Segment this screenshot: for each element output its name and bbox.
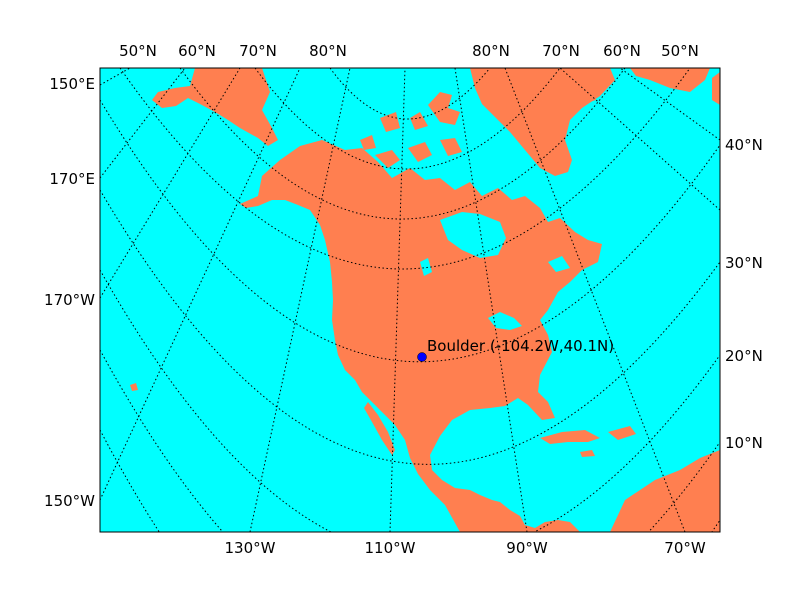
land-alaska <box>152 68 278 146</box>
land-baja <box>364 402 395 455</box>
top-label-3: 70°N <box>239 42 277 60</box>
land-arctic-island-4 <box>380 112 400 132</box>
right-label-1: 40°N <box>725 136 763 154</box>
top-label-2: 60°N <box>178 42 216 60</box>
right-label-3: 20°N <box>725 347 763 365</box>
bottom-label-2: 110°W <box>365 539 416 557</box>
meridian-110w <box>389 68 406 532</box>
top-label-6: 70°N <box>542 42 580 60</box>
meridian-170w <box>100 68 241 299</box>
top-label-7: 60°N <box>603 42 641 60</box>
lake-winnipeg <box>420 258 432 276</box>
parallel-10n <box>100 349 720 532</box>
left-label-1: 150°E <box>49 75 95 93</box>
meridian-30w <box>619 68 720 141</box>
land-arctic-island-2 <box>375 150 400 168</box>
top-label-5: 80°N <box>472 42 510 60</box>
parallel-80n <box>329 68 491 120</box>
meridian-130w <box>249 68 351 532</box>
graticule-meridians <box>100 68 720 532</box>
parallel-60n <box>179 68 626 220</box>
land-northeast-edge <box>712 72 720 105</box>
land-south-america <box>610 450 720 532</box>
top-label-4: 80°N <box>309 42 347 60</box>
left-label-4: 150°W <box>44 492 95 510</box>
bottom-label-3: 90°W <box>506 539 548 557</box>
parallel-20n <box>100 269 720 532</box>
parallel-40n <box>100 99 720 363</box>
meridian-150e <box>100 68 131 86</box>
map-frame <box>99 67 721 533</box>
meridian-150w <box>100 68 301 501</box>
parallel-70n <box>254 68 561 170</box>
left-label-3: 170°W <box>44 291 95 309</box>
boulder-marker[interactable] <box>417 352 427 362</box>
land-jamaica <box>580 450 595 457</box>
land-hispaniola <box>608 426 636 440</box>
right-label-2: 30°N <box>725 254 763 272</box>
hudson-bay <box>440 212 506 258</box>
graticule-parallels <box>100 68 720 532</box>
boulder-label: Boulder (-104.2W,40.1N) <box>427 337 614 355</box>
left-label-2: 170°E <box>49 170 95 188</box>
great-lakes <box>488 312 522 330</box>
gulf-of-st-lawrence <box>548 256 570 272</box>
top-label-1: 50°N <box>119 42 157 60</box>
inland-water-layer <box>420 212 570 330</box>
land-west-islet <box>130 383 138 391</box>
land-arctic-island-7 <box>440 138 462 156</box>
parallel-50n <box>119 68 691 270</box>
bottom-label-4: 70°W <box>664 539 706 557</box>
land-arctic-island-3 <box>408 142 432 162</box>
right-label-4: 10°N <box>725 434 763 452</box>
land-arctic-island-6 <box>360 135 376 150</box>
land-arctic-island-5 <box>410 112 428 130</box>
land-layer <box>130 68 720 532</box>
land-iceland <box>575 90 596 104</box>
parallel-30n <box>100 189 720 465</box>
land-arctic-island-1 <box>428 92 460 125</box>
land-cuba <box>540 430 600 444</box>
land-north-america <box>240 140 602 532</box>
top-label-8: 50°N <box>661 42 699 60</box>
bottom-label-1: 130°W <box>225 539 276 557</box>
meridian-70w <box>504 68 686 532</box>
land-scandinavia <box>630 68 710 92</box>
